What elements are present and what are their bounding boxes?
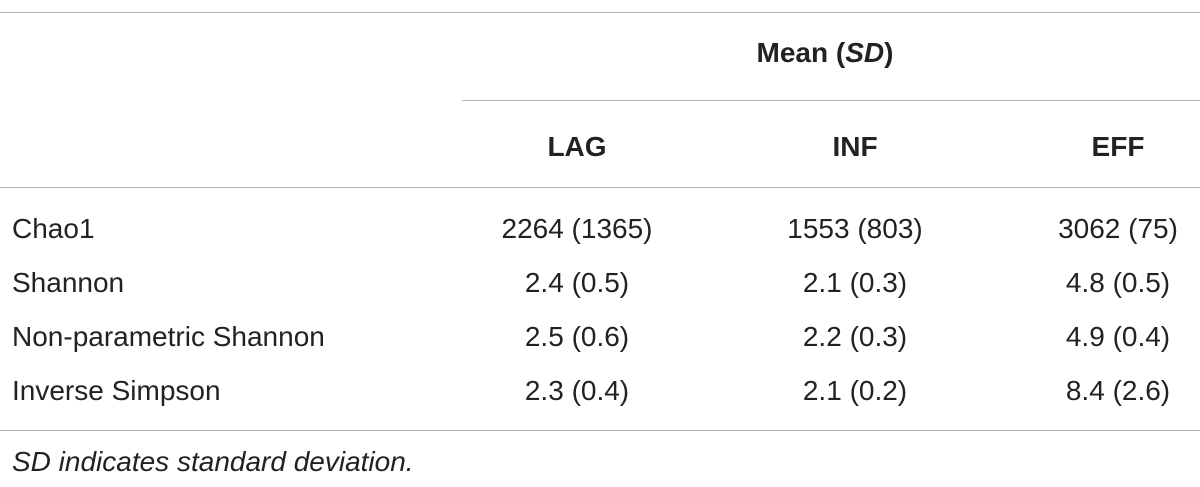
group-header-italic: SD (845, 37, 885, 68)
column-header: EFF (1091, 131, 1145, 162)
cell: 2.1 (0.2) (802, 375, 908, 406)
cell: 2.1 (0.3) (802, 267, 908, 298)
cell: 2.5 (0.6) (524, 321, 630, 352)
column-header: LAG (547, 131, 607, 162)
cell: 2.4 (0.5) (524, 267, 630, 298)
cell: 2.3 (0.4) (524, 375, 630, 406)
group-header: Mean (SD) (757, 37, 894, 69)
cell: 4.8 (0.5) (1065, 267, 1171, 298)
cell: 2264 (1365) (501, 213, 653, 244)
row-label: Inverse Simpson (12, 375, 221, 406)
cell: 4.9 (0.4) (1065, 321, 1171, 352)
bottom-rule (0, 430, 1200, 431)
group-header-text: Mean ( (756, 37, 846, 68)
footnote: SD indicates standard deviation. (12, 446, 414, 477)
group-rule (462, 100, 1200, 101)
header-rule (0, 187, 1200, 188)
row-label: Chao1 (12, 213, 95, 244)
cell: 8.4 (2.6) (1065, 375, 1171, 406)
column-header: INF (832, 131, 878, 162)
row-label: Non-parametric Shannon (12, 321, 325, 352)
cell: 1553 (803) (787, 213, 923, 244)
cell: 3062 (75) (1058, 213, 1178, 244)
top-rule (0, 12, 1200, 13)
cell: 2.2 (0.3) (802, 321, 908, 352)
group-header-text: ) (884, 37, 894, 68)
row-label: Shannon (12, 267, 125, 298)
